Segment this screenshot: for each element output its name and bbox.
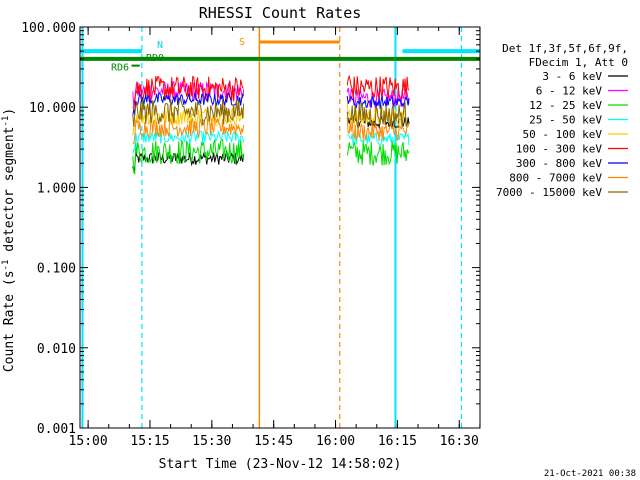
legend-item-label: 50 - 100 keV [523, 128, 603, 141]
rd0-flag-label: RD0 [146, 53, 164, 64]
legend-item-label: 25 - 50 keV [529, 114, 602, 127]
y-tick-label: 0.010 [37, 342, 76, 357]
x-axis-label: Start Time (23-Nov-12 14:58:02) [159, 457, 402, 472]
x-tick-label: 16:30 [440, 434, 479, 449]
series-line [346, 103, 410, 128]
series-line [132, 139, 245, 175]
series-line [132, 75, 244, 111]
legend-item-label: 6 - 12 keV [536, 85, 603, 98]
axes: 0.001 0.010 0.100 1.000 10.000 100.000 15:00 15… [21, 21, 481, 449]
x-tick-label: 15:15 [130, 434, 169, 449]
legend-item-label: 3 - 6 keV [542, 70, 602, 83]
y-axis-label: Count Rate (s-1 detector segment-1) [1, 108, 17, 372]
y-tick-label: 0.100 [37, 262, 76, 277]
x-tick-label: 15:45 [254, 434, 293, 449]
x-tick-label: 16:15 [378, 434, 417, 449]
legend-item-label: 300 - 800 keV [516, 157, 602, 170]
series-line [132, 150, 245, 172]
legend-header-line2: FDecim 1, Att 0 [529, 56, 628, 69]
plot-area: N S RD0 RD6 [80, 27, 480, 428]
saa-flag-label: S [239, 37, 245, 48]
night-flag-label: N [157, 40, 163, 51]
y-tick-label: 0.001 [37, 422, 76, 437]
series-line [346, 101, 410, 128]
x-tick-label: 15:30 [192, 434, 231, 449]
legend-item-label: 7000 - 15000 keV [496, 186, 602, 199]
legend: Det 1f,3f,5f,6f,9f, FDecim 1, Att 0 3 - … [496, 42, 628, 199]
x-tick-label: 16:00 [316, 434, 355, 449]
rd6-flag-label: RD6 [111, 63, 129, 74]
y-tick-label: 10.000 [29, 101, 76, 116]
legend-item-label: 12 - 25 keV [529, 99, 602, 112]
legend-item-label: 100 - 300 keV [516, 143, 602, 156]
legend-header-line1: Det 1f,3f,5f,6f,9f, [502, 42, 628, 55]
legend-item-label: 800 - 7000 keV [509, 172, 602, 185]
x-tick-label: 15:00 [69, 434, 108, 449]
plot-frame [79, 26, 481, 429]
footer-timestamp: 21-Oct-2021 00:38 [544, 469, 636, 479]
series-line [346, 117, 410, 142]
series-line [346, 95, 410, 109]
y-tick-label: 1.000 [37, 181, 76, 196]
series-line [346, 74, 410, 101]
chart-title: RHESSI Count Rates [199, 4, 362, 22]
series-line [132, 97, 245, 127]
series-line [346, 140, 410, 166]
series-line [132, 129, 245, 154]
y-tick-label: 100.000 [21, 21, 76, 36]
series-line [132, 91, 245, 116]
